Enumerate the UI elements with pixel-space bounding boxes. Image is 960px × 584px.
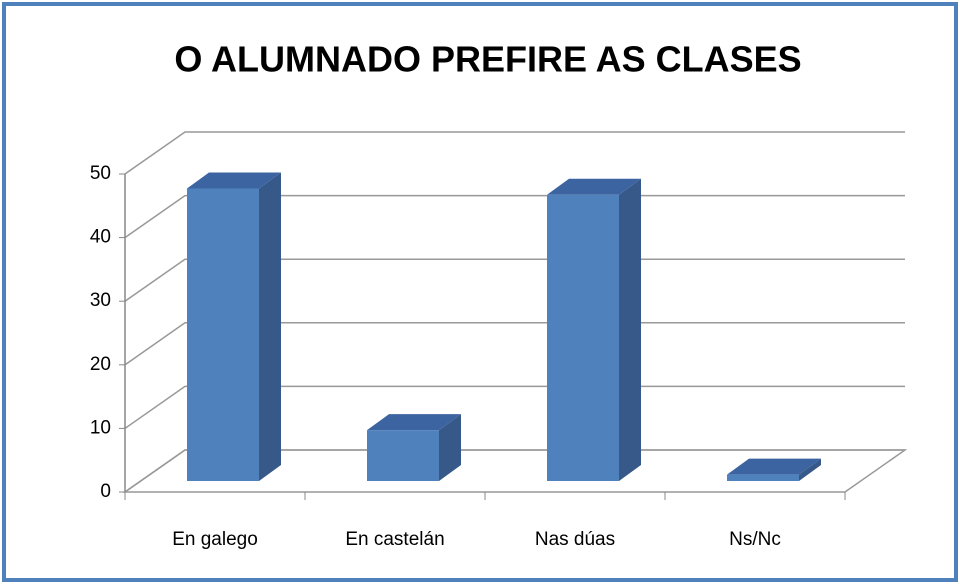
bar-top	[727, 458, 821, 475]
y-tick-label: 50	[90, 163, 111, 184]
chart-title: O ALUMNADO PREFIRE AS CLASES	[174, 39, 801, 80]
bar	[187, 188, 259, 481]
y-tick-label: 10	[90, 417, 111, 438]
grid-line	[124, 322, 905, 366]
grid-line	[124, 131, 905, 175]
grid-line	[124, 258, 905, 302]
x-tick-label: En galego	[172, 529, 258, 550]
x-tick-label: En castelán	[345, 529, 444, 550]
bar	[547, 194, 619, 482]
y-tick-label: 20	[90, 354, 111, 375]
bar-side	[799, 458, 821, 481]
x-tick-label: Ns/Nc	[729, 529, 781, 550]
bar	[727, 474, 799, 481]
x-tick-label: Nas dúas	[535, 529, 615, 550]
bar-side	[259, 172, 281, 481]
grid-line	[124, 449, 905, 493]
y-tick-label: 40	[90, 227, 111, 248]
grid-line	[124, 385, 905, 430]
y-tick-label: 30	[90, 290, 111, 311]
y-tick-label: 0	[100, 481, 111, 502]
bar-top	[367, 414, 461, 431]
bar	[367, 430, 439, 481]
bar-top	[187, 172, 281, 189]
bar-top	[547, 178, 641, 195]
grid-line	[124, 194, 905, 239]
bar-side	[619, 178, 641, 482]
bar-side	[439, 414, 461, 481]
